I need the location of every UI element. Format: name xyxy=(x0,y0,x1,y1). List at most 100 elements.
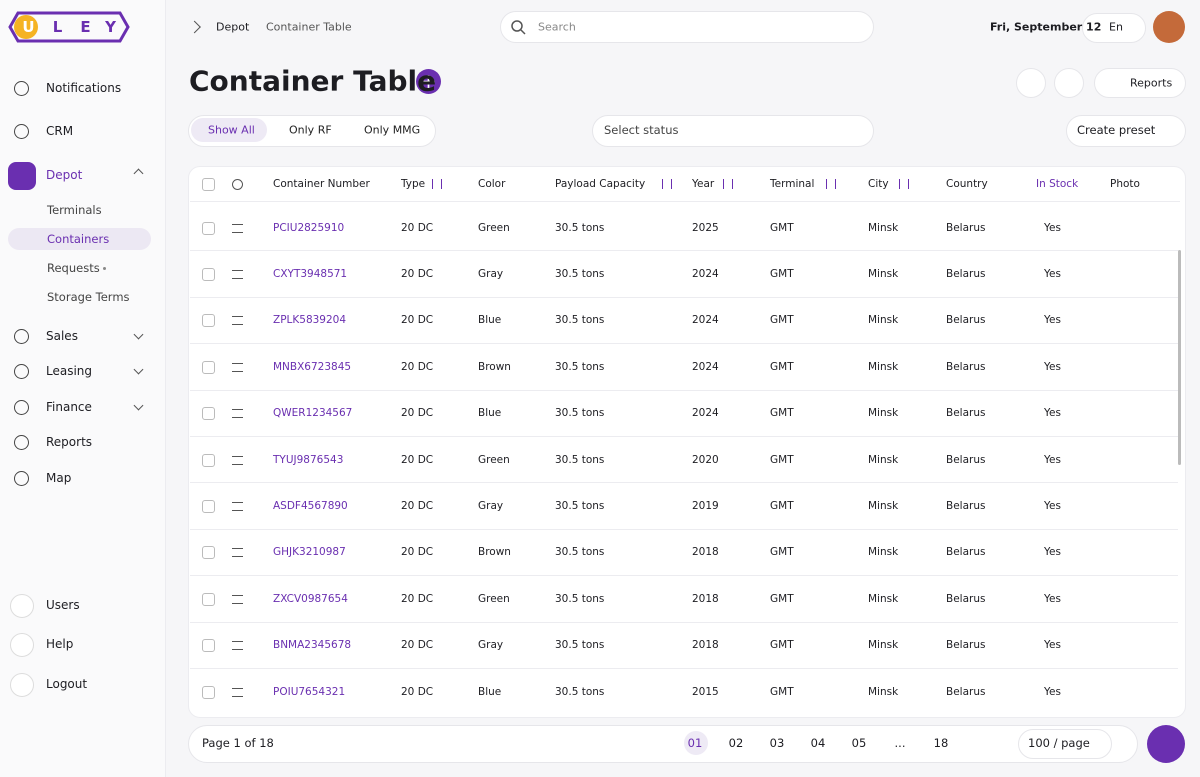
container-number[interactable]: ZXCV0987654 xyxy=(273,592,348,605)
row-separator xyxy=(190,575,1178,577)
download-button[interactable] xyxy=(1054,68,1084,98)
per-page[interactable]: 100 / page xyxy=(1028,736,1090,750)
cell: Yes xyxy=(1044,314,1061,327)
search-box[interactable] xyxy=(500,11,874,43)
notification-dot xyxy=(103,267,106,270)
create-preset-button[interactable] xyxy=(1066,115,1186,147)
active-sub-bg xyxy=(8,228,151,250)
cell: Belarus xyxy=(946,267,986,280)
cell: Minsk xyxy=(868,499,899,512)
subnav-item[interactable]: Requests xyxy=(47,261,100,275)
subnav-item[interactable]: Containers xyxy=(47,232,110,246)
nav-item[interactable]: Notifications xyxy=(46,81,122,95)
cell: GMT xyxy=(770,546,794,559)
chat-button[interactable] xyxy=(1147,725,1185,763)
column-header[interactable]: Terminal xyxy=(770,178,815,190)
container-number[interactable]: MNBX6723845 xyxy=(273,360,352,373)
nav-item[interactable]: Map xyxy=(46,471,72,485)
container-number[interactable]: ZPLK5839204 xyxy=(273,314,347,327)
cell: 20 DC xyxy=(401,267,434,280)
column-header[interactable]: Payload Capacity xyxy=(555,178,646,190)
cell: 2025 xyxy=(692,221,719,234)
container-number[interactable]: PCIU2825910 xyxy=(273,221,345,234)
cell: 30.5 tons xyxy=(555,360,605,373)
nav-item[interactable]: Users xyxy=(46,598,80,612)
cell: GMT xyxy=(770,592,794,605)
page-number[interactable]: 02 xyxy=(728,736,744,750)
page-number[interactable]: 04 xyxy=(810,736,826,750)
cell: Gray xyxy=(478,267,504,280)
page-title: Container Table xyxy=(189,64,437,98)
container-number[interactable]: BNMA2345678 xyxy=(273,639,352,652)
cell: Green xyxy=(478,453,510,466)
cell: 30.5 tons xyxy=(555,546,605,559)
cell: GMT xyxy=(770,499,794,512)
container-number[interactable]: POIU7654321 xyxy=(273,685,346,698)
nav-item[interactable]: Leasing xyxy=(46,364,93,378)
column-header[interactable]: Container Number xyxy=(273,178,370,190)
container-number[interactable]: QWER1234567 xyxy=(273,407,353,420)
language-switch[interactable] xyxy=(1082,13,1146,43)
reports-button[interactable] xyxy=(1094,68,1186,98)
breadcrumb-item[interactable]: Depot xyxy=(216,20,250,34)
filter-tab[interactable]: Show All xyxy=(208,123,255,137)
page-number[interactable]: 01 xyxy=(687,736,703,750)
nav-item[interactable]: CRM xyxy=(46,124,74,138)
logo-dot xyxy=(14,15,38,39)
container-number[interactable]: CXYT3948571 xyxy=(273,267,348,280)
avatar[interactable] xyxy=(1153,11,1185,43)
status-select[interactable] xyxy=(592,115,874,147)
cell: Belarus xyxy=(946,314,986,327)
container-number[interactable]: TYUJ9876543 xyxy=(273,453,344,466)
column-header[interactable]: Year xyxy=(692,178,715,190)
column-header[interactable]: City xyxy=(868,178,889,190)
column-header[interactable]: In Stock xyxy=(1036,178,1079,190)
page-number[interactable]: 05 xyxy=(851,736,867,750)
nav-item[interactable]: Logout xyxy=(46,677,88,691)
drag-handle xyxy=(232,594,243,604)
cell: 20 DC xyxy=(401,221,434,234)
container-number[interactable]: ASDF4567890 xyxy=(273,499,348,512)
row-separator xyxy=(190,250,1178,252)
add-button[interactable]: + xyxy=(416,69,441,94)
cell: Minsk xyxy=(868,592,899,605)
drag-handle xyxy=(232,548,243,558)
cell: 20 DC xyxy=(401,360,434,373)
nav-icon xyxy=(14,124,29,139)
page-number[interactable]: 18 xyxy=(933,736,949,750)
cell: 2018 xyxy=(692,592,719,605)
cell: Yes xyxy=(1044,592,1061,605)
cell: 20 DC xyxy=(401,453,434,466)
container-number[interactable]: GHJK3210987 xyxy=(273,546,346,559)
cell: 30.5 tons xyxy=(555,267,605,280)
filter-tab[interactable]: Only RF xyxy=(289,123,332,137)
preset-label[interactable]: Create preset xyxy=(1077,123,1156,137)
filter-tab[interactable]: Only MMG xyxy=(364,123,421,137)
nav-item[interactable]: Depot xyxy=(46,168,83,182)
cell: GMT xyxy=(770,685,794,698)
column-header[interactable]: Country xyxy=(946,178,988,190)
upload-button[interactable] xyxy=(1016,68,1046,98)
reports-label[interactable]: Reports xyxy=(1130,76,1173,90)
nav-item[interactable]: Help xyxy=(46,637,74,651)
nav-icon xyxy=(10,633,34,657)
subnav-item[interactable]: Terminals xyxy=(47,203,102,217)
cell: GMT xyxy=(770,360,794,373)
current-page xyxy=(684,731,708,755)
column-header[interactable]: Photo xyxy=(1110,178,1140,190)
per-page-select[interactable] xyxy=(1018,729,1112,759)
row-checkbox xyxy=(202,685,215,699)
subnav-item[interactable]: Storage Terms xyxy=(47,290,130,304)
nav-item[interactable]: Reports xyxy=(46,435,93,449)
logo-letter: E xyxy=(80,18,92,36)
column-header[interactable]: Type xyxy=(401,178,426,190)
column-header[interactable]: Color xyxy=(478,178,506,190)
cell: Brown xyxy=(478,360,511,373)
nav-item[interactable]: Sales xyxy=(46,329,78,343)
page-number[interactable]: ... xyxy=(894,736,906,750)
cell: Yes xyxy=(1044,221,1061,234)
page-number[interactable]: 03 xyxy=(769,736,785,750)
nav-icon xyxy=(10,594,34,618)
nav-item[interactable]: Finance xyxy=(46,400,92,414)
drag-handle xyxy=(232,641,243,651)
